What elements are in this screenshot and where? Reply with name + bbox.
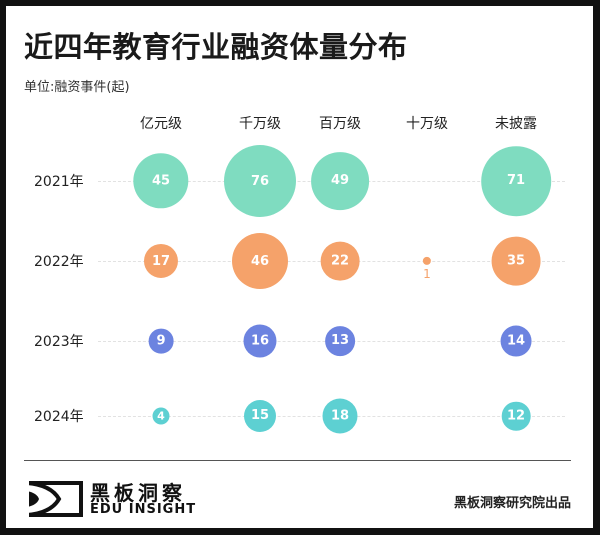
- column-header: 未披露: [495, 116, 537, 132]
- bubble-value: 71: [506, 173, 526, 189]
- row-label: 2021年: [34, 174, 84, 190]
- column-header: 百万级: [319, 116, 361, 132]
- bubble-value: 18: [330, 408, 350, 424]
- row-label: 2023年: [34, 334, 84, 350]
- logo-text-cn: 黑板洞察: [90, 481, 186, 505]
- bubble-value: 16: [250, 333, 270, 349]
- data-bubble: 17: [143, 243, 179, 279]
- bubble-value: 4: [157, 409, 165, 423]
- bubble-value: 46: [250, 253, 270, 269]
- data-bubble: 15: [244, 400, 276, 432]
- row-label: 2022年: [34, 254, 84, 270]
- column-header: 十万级: [406, 116, 448, 132]
- data-bubble: 46: [232, 233, 288, 289]
- footer-divider: [24, 460, 571, 461]
- data-bubble: [422, 256, 432, 266]
- data-bubble: 35: [491, 236, 541, 286]
- credit-text: 黑板洞察研究院出品: [453, 496, 571, 511]
- bubble-value: 14: [506, 333, 526, 349]
- bubble-value: 1: [423, 267, 431, 281]
- logo-text-en: EDU INSIGHT: [90, 502, 197, 517]
- bubble-value: 9: [156, 333, 166, 349]
- bubble-value: 13: [330, 333, 350, 349]
- chart-title: 近四年教育行业融资体量分布: [24, 30, 408, 64]
- data-bubble: 71: [481, 146, 551, 216]
- column-header: 亿元级: [140, 116, 182, 132]
- data-bubble: 45: [133, 153, 189, 209]
- bubble-value: 15: [250, 408, 270, 424]
- column-header: 千万级: [239, 116, 281, 132]
- data-bubble: 4: [152, 407, 170, 425]
- bubble-value: 45: [151, 173, 171, 189]
- data-bubble: 9: [148, 328, 174, 354]
- data-bubble: 14: [500, 325, 532, 357]
- data-bubble: 12: [501, 401, 531, 431]
- row-label: 2024年: [34, 409, 84, 425]
- bubble-value: 22: [330, 253, 350, 269]
- bubble-value: 17: [151, 253, 171, 269]
- data-bubble: 49: [311, 152, 369, 210]
- bubble-value: 76: [250, 173, 270, 189]
- eye-logo-icon: [25, 481, 85, 517]
- bubble-value: 12: [506, 408, 526, 424]
- bubble-value: 35: [506, 253, 526, 269]
- unit-label: 单位:融资事件(起): [24, 80, 130, 95]
- data-bubble: 76: [224, 145, 296, 217]
- bubble-value: 49: [330, 173, 350, 189]
- data-bubble: 13: [325, 326, 355, 356]
- chart-card: 近四年教育行业融资体量分布 单位:融资事件(起) 亿元级 千万级 百万级 十万级…: [6, 6, 593, 528]
- data-bubble: 18: [322, 398, 358, 434]
- data-bubble: 22: [320, 241, 360, 281]
- data-bubble: 16: [243, 324, 277, 358]
